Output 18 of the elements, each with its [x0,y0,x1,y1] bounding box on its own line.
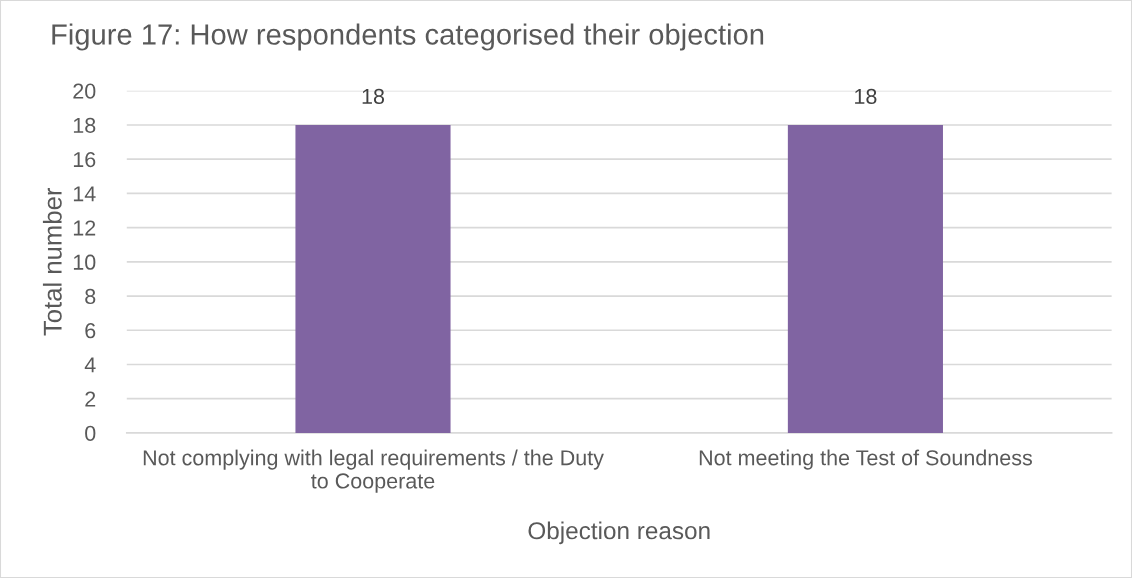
data-label: 18 [855,88,877,105]
y-tick-label: 12 [73,220,96,236]
y-tick-label: 10 [73,254,96,270]
y-tick-label: 4 [84,357,96,373]
y-axis-title: Total number [42,187,62,336]
y-tick-label: 6 [85,323,96,339]
y-tick-label: 16 [73,151,96,168]
chart-title: Figure 17: How respondents categorised their objection [52,23,764,51]
y-tick-label: 18 [73,117,96,133]
y-tick-label: 0 [85,425,96,441]
x-tick-label: Not meeting the Test of Soundness [699,449,1032,470]
x-tick-label: Not complying with legal requirements / the Duty to Cooperate [143,449,604,493]
y-tick-label: 14 [73,186,96,202]
y-tick-label: 8 [85,288,96,305]
y-tick-label: 20 [73,83,96,99]
data-label: 18 [362,88,385,105]
y-tick-label: 2 [85,391,96,407]
x-axis-title: Objection reason [528,521,710,545]
